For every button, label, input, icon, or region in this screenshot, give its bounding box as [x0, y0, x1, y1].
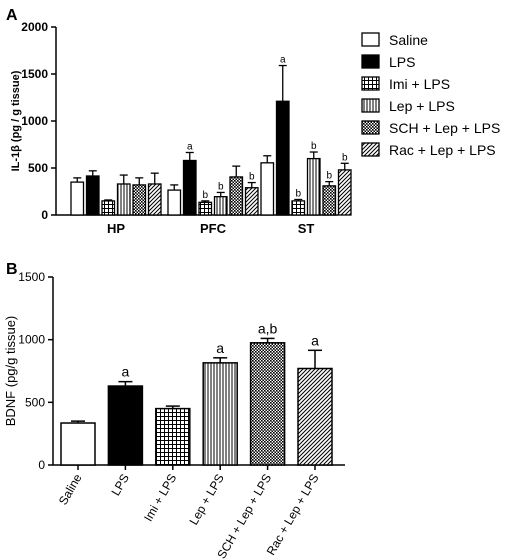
bar-a	[260, 162, 275, 216]
bar-a	[70, 181, 85, 216]
legend-swatch	[361, 120, 380, 135]
significance-label-a: b	[311, 141, 317, 152]
y-tick-label-a: 1000	[21, 114, 48, 128]
y-tick-label-a: 500	[28, 161, 48, 175]
bar-a	[322, 185, 337, 216]
chart-a: 0 500 1000 1500 2000 IL-1β (pg / g tissue) HP P…	[10, 20, 352, 236]
significance-label-b: a	[311, 332, 319, 348]
bar-b	[297, 367, 333, 466]
x-tick-label-b: Imi + LPS	[141, 472, 179, 524]
x-tick-label-b: SCH + Lep + LPS	[214, 472, 274, 559]
legend-label: Imi + LPS	[389, 76, 450, 92]
legend-label: Rac + Lep + LPS	[389, 142, 496, 158]
x-tick-label-a: ST	[298, 221, 315, 236]
y-tick-label-b: 1500	[18, 270, 45, 284]
bar-a	[182, 159, 197, 216]
bar-a	[337, 169, 352, 216]
panel-a-label: A	[6, 7, 18, 24]
significance-label-a: b	[249, 172, 255, 183]
significance-label-a: b	[342, 152, 348, 163]
significance-label-b: a,b	[258, 320, 278, 336]
significance-label-b: a	[216, 340, 224, 356]
legend: Saline LPS Imi + LPS Lep + LPS SCH + Lep + L…	[361, 32, 500, 158]
y-tick-label-a: 2000	[21, 20, 48, 34]
significance-label-b: a	[122, 364, 130, 380]
significance-label-a: b	[295, 188, 301, 199]
y-tick-label-b: 0	[38, 458, 45, 472]
bar-a	[101, 200, 116, 216]
bar-b	[202, 362, 238, 466]
bar-a	[275, 100, 290, 216]
bar-b	[60, 422, 96, 466]
bar-b	[249, 342, 286, 466]
bar-a	[132, 184, 147, 216]
y-axis-label-b: BDNF (pg/g tissue)	[3, 316, 18, 427]
x-tick-label-b: LPS	[109, 472, 132, 499]
significance-label-a: b	[202, 190, 208, 201]
bar-a	[198, 201, 213, 216]
bar-a	[85, 175, 100, 216]
legend-label: Lep + LPS	[389, 98, 455, 114]
y-axis-label-a: IL-1β (pg / g tissue)	[10, 70, 22, 171]
legend-label: SCH + Lep + LPS	[389, 120, 500, 136]
bar-a	[167, 189, 182, 216]
legend-swatch	[361, 54, 380, 69]
bar-a	[291, 200, 306, 216]
legend-label: Saline	[389, 32, 428, 48]
legend-swatch	[361, 32, 380, 47]
bar-a	[229, 176, 244, 216]
chart-b: 0 500 1000 1500 BDNF (pg/g tissue) Saline a LPS…	[3, 270, 345, 559]
bar-b	[155, 407, 191, 466]
legend-label: LPS	[389, 54, 415, 70]
significance-label-a: b	[218, 181, 224, 192]
y-tick-label-a: 0	[41, 208, 48, 222]
x-tick-label-b: Lep + LPS	[186, 472, 226, 528]
y-tick-label-b: 1000	[18, 333, 45, 347]
significance-label-a: a	[187, 141, 193, 152]
bar-a	[147, 183, 162, 216]
significance-label-a: b	[326, 171, 332, 182]
bar-a	[116, 183, 131, 216]
legend-swatch	[361, 76, 380, 91]
legend-swatch	[361, 98, 380, 113]
x-tick-label-b: Saline	[56, 471, 85, 507]
bar-b	[107, 385, 144, 466]
bar-a	[213, 196, 228, 216]
y-tick-label-b: 500	[25, 395, 45, 409]
bar-a	[244, 187, 259, 216]
x-tick-label-b: Rac + Lep + LPS	[264, 472, 322, 558]
x-tick-label-a: HP	[107, 221, 125, 236]
y-tick-label-a: 1500	[21, 67, 48, 81]
bar-a	[306, 157, 321, 216]
panel-b-label: B	[6, 261, 18, 278]
x-tick-label-a: PFC	[200, 221, 227, 236]
legend-swatch	[361, 142, 380, 157]
significance-label-a: a	[280, 55, 286, 66]
